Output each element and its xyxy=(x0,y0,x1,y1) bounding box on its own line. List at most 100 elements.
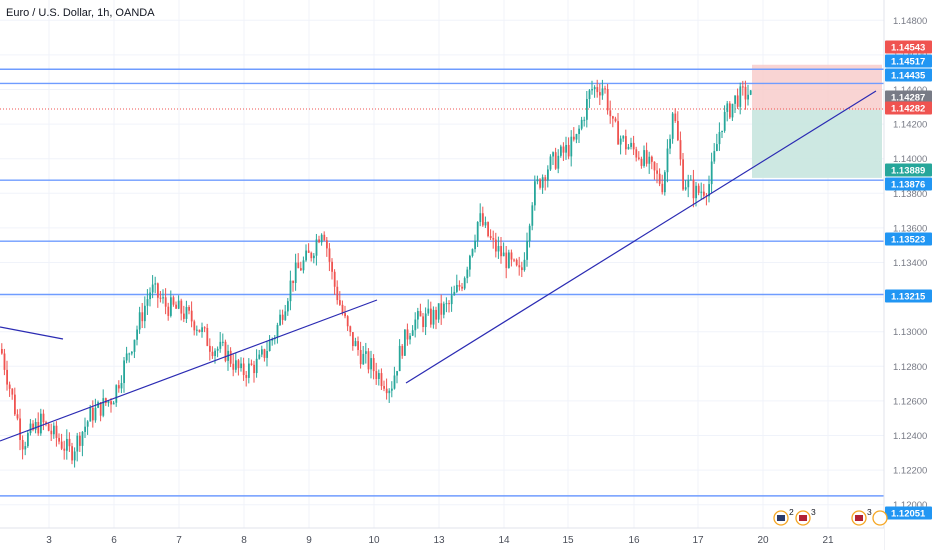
candle-249 xyxy=(648,151,651,174)
candle-243 xyxy=(632,135,635,155)
candle-1 xyxy=(3,348,6,376)
candle-body xyxy=(502,252,505,257)
candle-body xyxy=(466,269,469,279)
candle-139 xyxy=(362,345,365,366)
candle-body xyxy=(154,283,157,285)
candle-238 xyxy=(619,135,622,155)
candle-120 xyxy=(313,253,315,264)
candle-body xyxy=(645,150,648,164)
candle-250 xyxy=(651,155,653,170)
candle-body xyxy=(196,329,198,331)
candle-body xyxy=(97,402,99,408)
candle-273 xyxy=(710,152,713,194)
candle-body xyxy=(440,303,443,315)
candle-body xyxy=(424,313,427,328)
badge-count: 3 xyxy=(811,507,816,517)
candle-body xyxy=(479,213,482,222)
candle-body xyxy=(448,303,450,305)
candle-body xyxy=(172,297,175,305)
candle-body xyxy=(661,183,664,193)
candle-67 xyxy=(175,301,177,309)
candle-118 xyxy=(307,243,310,253)
candle-body xyxy=(34,421,37,430)
candle-81 xyxy=(211,346,214,359)
candle-3 xyxy=(8,381,11,397)
x-tick-label-5: 10 xyxy=(368,535,380,546)
candle-43 xyxy=(112,400,115,405)
candle-95 xyxy=(248,358,250,384)
candle-48 xyxy=(125,346,128,364)
candle-52 xyxy=(136,325,138,346)
candle-54 xyxy=(141,302,144,329)
candle-244 xyxy=(635,146,638,162)
candle-204 xyxy=(531,202,534,231)
candle-137 xyxy=(357,336,359,356)
candle-body xyxy=(567,144,570,157)
candle-body xyxy=(747,94,749,100)
price-label-3: 1.14287 xyxy=(885,90,932,104)
candle-79 xyxy=(206,323,209,347)
candle-101 xyxy=(263,348,266,362)
candle-body xyxy=(417,311,419,320)
candle-body xyxy=(281,314,284,320)
candle-93 xyxy=(242,357,245,381)
candle-body xyxy=(216,348,219,351)
candle-85 xyxy=(222,333,224,347)
candle-9 xyxy=(24,441,27,456)
candle-57 xyxy=(149,287,151,307)
y-tick-label-13: 1.12200 xyxy=(893,466,927,477)
candle-body xyxy=(336,286,339,301)
candle-246 xyxy=(640,156,643,169)
candle-body xyxy=(180,300,183,314)
candle-body xyxy=(50,430,53,435)
candle-body xyxy=(578,128,580,135)
candle-268 xyxy=(697,183,700,196)
candle-269 xyxy=(700,182,703,200)
candle-31 xyxy=(81,431,84,457)
candle-body xyxy=(235,360,237,370)
candle-body xyxy=(450,295,453,305)
candle-164 xyxy=(427,299,430,316)
candle-252 xyxy=(656,162,658,184)
candle-16 xyxy=(42,409,45,431)
candle-body xyxy=(125,353,128,361)
candle-173 xyxy=(450,286,453,312)
candle-body xyxy=(268,340,271,351)
candle-61 xyxy=(159,290,162,303)
candle-body xyxy=(541,177,544,188)
candle-body xyxy=(8,384,11,389)
candle-body xyxy=(32,423,34,430)
candle-body xyxy=(292,280,294,283)
candle-258 xyxy=(671,112,674,144)
candle-body xyxy=(276,325,279,338)
candle-body xyxy=(42,413,45,423)
candle-body xyxy=(625,136,627,150)
candle-202 xyxy=(526,232,528,267)
candle-body xyxy=(346,316,349,327)
candle-288 xyxy=(749,90,752,96)
candle-body xyxy=(232,363,235,370)
candle-body xyxy=(726,103,729,112)
candle-body xyxy=(401,345,404,356)
candle-body xyxy=(149,292,151,300)
candle-body xyxy=(198,329,201,332)
candle-body xyxy=(523,259,526,271)
candle-body xyxy=(536,179,539,182)
candle-222 xyxy=(578,125,580,143)
candle-body xyxy=(575,134,578,140)
candle-66 xyxy=(172,295,175,307)
candle-body xyxy=(229,350,232,364)
candle-158 xyxy=(411,325,414,336)
x-tick-label-6: 13 xyxy=(433,535,445,546)
candle-157 xyxy=(409,333,411,345)
candle-171 xyxy=(445,297,448,313)
candle-277 xyxy=(721,130,723,138)
candle-body xyxy=(458,284,461,287)
candle-197 xyxy=(513,258,515,263)
candle-199 xyxy=(518,256,521,276)
candle-251 xyxy=(653,161,656,180)
candle-body xyxy=(175,304,177,309)
candle-45 xyxy=(118,380,120,393)
candle-213 xyxy=(554,147,557,170)
